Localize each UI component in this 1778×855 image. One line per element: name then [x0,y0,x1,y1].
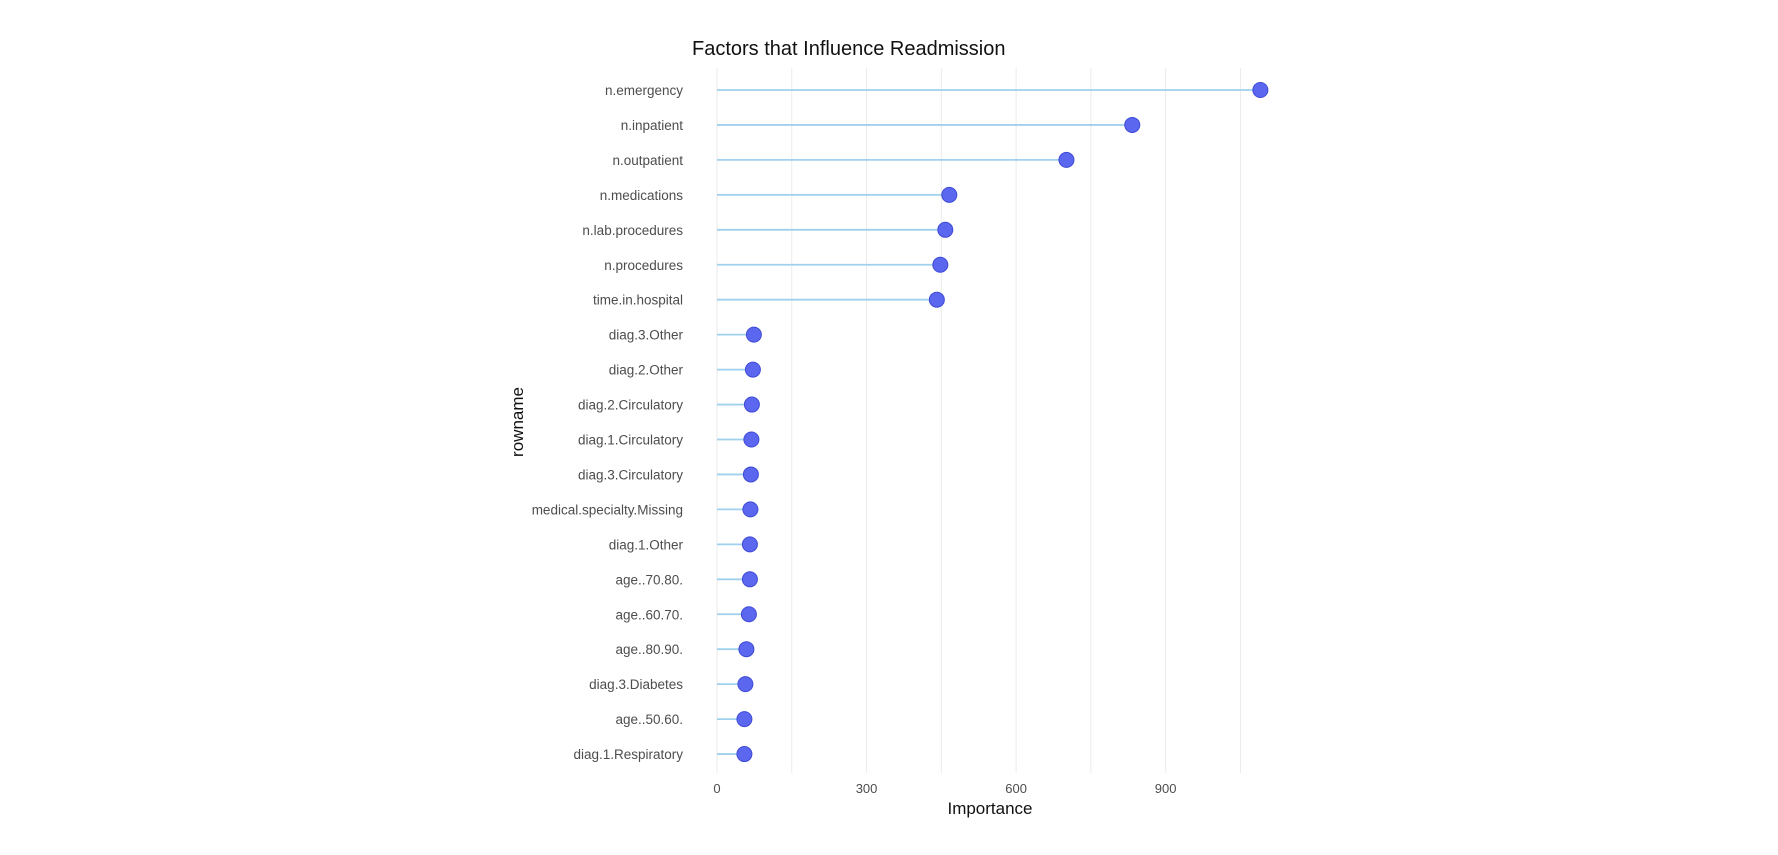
lollipop-point [928,291,945,308]
category-label: n.procedures [604,258,683,273]
x-tick-labels: 0 300 600 900 [713,781,1176,796]
category-label: diag.1.Respiratory [573,747,683,762]
lollipop-point [937,221,954,238]
lollipop-point [736,711,753,728]
category-label: diag.1.Other [609,537,684,552]
category-label: age..80.90. [615,642,683,657]
category-label: n.inpatient [621,118,684,133]
lollipop-point [741,571,758,588]
category-label: diag.3.Other [609,328,684,343]
category-label: n.medications [600,188,684,203]
category-label: diag.3.Circulatory [578,467,683,482]
lollipop-point [932,256,949,273]
lollipop-point [941,186,958,203]
x-tick-label: 0 [713,781,720,796]
lollipop-point [737,676,754,693]
dot-layer [736,82,1269,763]
category-label: diag.2.Other [609,363,684,378]
category-label: diag.2.Circulatory [578,398,683,413]
x-tick-label: 300 [856,781,878,796]
lollipop-point [1124,116,1141,133]
x-axis-title: Importance [947,799,1032,818]
lollipop-point [742,466,759,483]
lollipop-point [744,361,761,378]
lollipop-point [745,326,762,343]
lollipop-point [1252,82,1269,98]
stem-layer [717,89,1261,755]
category-label: n.lab.procedures [582,223,683,238]
category-label: age..70.80. [615,572,683,587]
category-label: diag.1.Circulatory [578,433,683,448]
category-label: diag.3.Diabetes [589,677,683,692]
category-label: n.emergency [605,83,683,98]
category-label: age..50.60. [615,712,683,727]
x-tick-label: 900 [1155,781,1177,796]
chart-title: Factors that Influence Readmission [692,38,1006,60]
lollipop-point [743,396,760,413]
lollipop-point [742,501,759,518]
category-labels: n.emergency n.inpatient n.outpatient n.medi… [532,83,684,762]
lollipop-point [1058,151,1075,168]
category-label: age..60.70. [615,607,683,622]
category-label: n.outpatient [612,153,683,168]
lollipop-point [741,536,758,553]
x-tick-label: 600 [1005,781,1027,796]
lollipop-point [736,746,753,763]
category-label: time.in.hospital [593,293,683,308]
lollipop-point [738,641,755,658]
grid-layer [716,68,1241,773]
y-axis-title: rowname [508,387,527,457]
lollipop-point [740,606,757,623]
category-label: medical.specialty.Missing [532,502,683,517]
lollipop-point [743,431,760,448]
